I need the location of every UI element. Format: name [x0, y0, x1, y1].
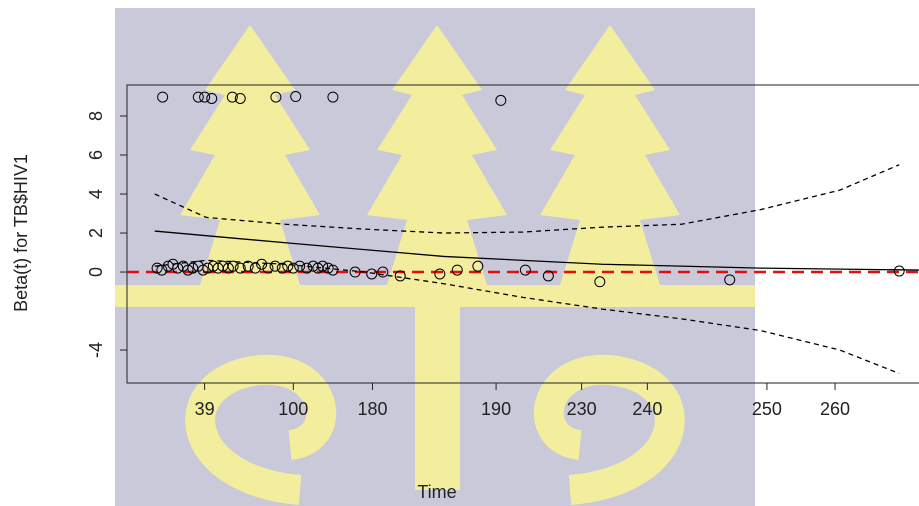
y-tick-label: 0 [86, 267, 106, 277]
y-tick-label: 6 [86, 150, 106, 160]
x-tick-label: 100 [278, 399, 308, 419]
y-tick-label: 8 [86, 111, 106, 121]
y-axis-label: Beta(t) for TB$HIV1 [11, 154, 31, 312]
watermark [115, 8, 755, 506]
chart: Beta(t) for TB$HIV1 Time -4 0 2 4 6 8 39 100 180… [0, 0, 919, 506]
y-tick-label: 4 [86, 189, 106, 199]
y-tick-label: 2 [86, 228, 106, 238]
x-tick-label: 250 [752, 399, 782, 419]
x-tick-label: 190 [481, 399, 511, 419]
x-tick-label: 39 [195, 399, 215, 419]
x-tick-label: 230 [567, 399, 597, 419]
y-tick-label: -4 [86, 342, 106, 358]
x-axis-label: Time [417, 482, 456, 502]
x-tick-label: 260 [820, 399, 850, 419]
x-tick-label: 180 [357, 399, 387, 419]
x-tick-label: 240 [632, 399, 662, 419]
